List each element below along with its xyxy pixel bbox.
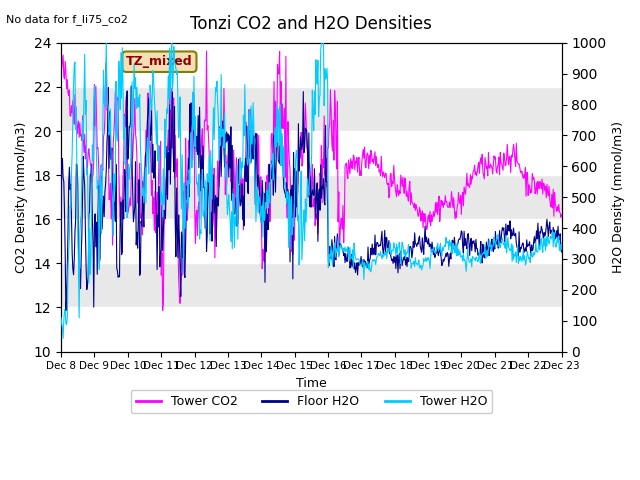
Bar	[61, 131, 561, 175]
Legend: Tower CO2, Floor H2O, Tower H2O: Tower CO2, Floor H2O, Tower H2O	[131, 390, 492, 413]
Bar	[61, 219, 561, 264]
Text: TZ_mixed: TZ_mixed	[126, 55, 193, 68]
Bar	[61, 43, 561, 87]
Bar	[61, 308, 561, 351]
Title: Tonzi CO2 and H2O Densities: Tonzi CO2 and H2O Densities	[190, 15, 432, 33]
Text: No data for f_li75_co2: No data for f_li75_co2	[6, 14, 128, 25]
Y-axis label: CO2 Density (mmol/m3): CO2 Density (mmol/m3)	[15, 121, 28, 273]
Y-axis label: H2O Density (mmol/m3): H2O Density (mmol/m3)	[612, 121, 625, 273]
X-axis label: Time: Time	[296, 377, 326, 390]
